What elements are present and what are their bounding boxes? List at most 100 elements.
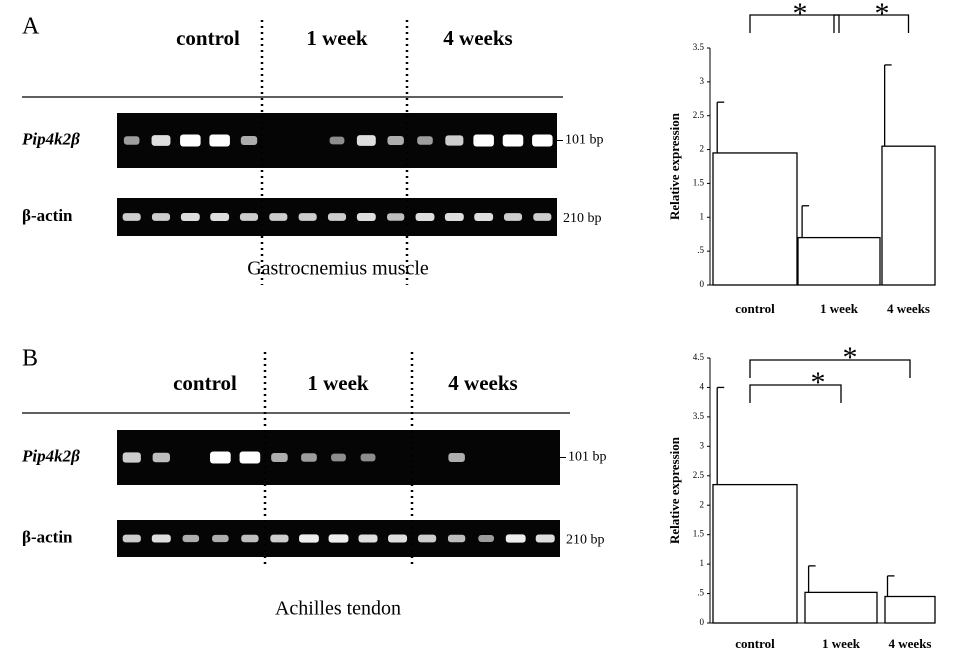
gel-band	[240, 213, 258, 221]
y-axis-title: Relative expression	[667, 436, 682, 544]
y-tick-label: 3	[700, 76, 705, 86]
significance-bracket	[750, 360, 910, 378]
gel-band	[448, 453, 465, 462]
significance-mark: *	[843, 341, 858, 374]
gel-band	[445, 213, 464, 221]
y-tick-label: 2.5	[693, 110, 705, 120]
significance-mark: *	[793, 0, 808, 30]
band-size: 101 bp	[568, 450, 607, 465]
y-axis-title: Relative expression	[667, 112, 682, 220]
panel-letter: A	[22, 14, 40, 40]
gel-band	[388, 535, 407, 543]
tissue-label: Achilles tendon	[275, 598, 401, 620]
group-label: 4 weeks	[448, 371, 517, 395]
y-tick-label: 3.5	[693, 42, 705, 52]
y-tick-label: 3	[700, 440, 705, 450]
y-tick-label: 1.5	[693, 177, 705, 187]
bar	[798, 238, 880, 285]
gel-band	[123, 535, 141, 543]
gel-band	[359, 535, 378, 543]
gel-band	[503, 135, 524, 147]
y-tick-label: 1	[700, 558, 705, 568]
y-tick-label: 1.5	[693, 529, 705, 539]
y-tick-label: 1	[700, 211, 705, 221]
gel-band	[153, 453, 170, 463]
y-tick-label: 4	[700, 382, 705, 392]
gel-band	[387, 213, 404, 220]
gel-band	[123, 452, 141, 462]
band-size: 210 bp	[563, 211, 602, 226]
gel-band	[212, 535, 229, 542]
y-tick-label: .5	[697, 588, 704, 598]
group-label: control	[176, 26, 240, 50]
band-size: 210 bp	[566, 533, 605, 548]
gel-band	[387, 136, 403, 145]
gel-band	[124, 136, 140, 144]
gel-band	[271, 453, 288, 462]
bar	[805, 592, 877, 623]
y-tick-label: .5	[697, 245, 704, 255]
gel-band	[473, 135, 494, 147]
bar	[713, 485, 797, 623]
gel-band	[299, 213, 317, 221]
gel-band	[180, 135, 201, 147]
gel-band	[532, 135, 553, 147]
y-tick-label: 2	[700, 499, 705, 509]
gel-band	[361, 454, 376, 462]
gel-band	[357, 135, 376, 146]
gel-band	[240, 452, 261, 464]
x-tick-label: control	[735, 636, 775, 651]
gel-band	[301, 453, 317, 461]
gel-band	[478, 535, 494, 542]
significance-mark: *	[811, 366, 826, 399]
panel-letter: B	[22, 346, 38, 372]
gel-band	[269, 213, 287, 221]
gel-band	[536, 535, 555, 543]
group-label: control	[173, 371, 237, 395]
x-tick-label: 4 weeks	[887, 301, 930, 316]
x-tick-label: 1 week	[822, 636, 861, 651]
gel-band	[241, 136, 257, 145]
gel-band	[152, 213, 170, 221]
tissue-label: Gastrocnemius muscle	[247, 258, 429, 280]
x-tick-label: control	[735, 301, 775, 316]
y-tick-label: 2.5	[693, 470, 705, 480]
gel-band	[448, 535, 465, 542]
gel-band	[329, 534, 349, 542]
gel-band	[299, 534, 319, 542]
gel-band	[418, 535, 436, 543]
gel-band	[331, 454, 346, 462]
ref-label: β-actin	[22, 527, 73, 546]
gel-band	[152, 535, 171, 543]
ref-label: β-actin	[22, 206, 73, 225]
gel-band	[181, 213, 200, 221]
significance-bracket	[750, 385, 841, 403]
y-tick-label: 2	[700, 144, 705, 154]
gel-band	[533, 213, 551, 221]
bar	[713, 153, 797, 285]
group-label: 1 week	[307, 371, 369, 395]
group-label: 1 week	[306, 26, 368, 50]
band-size: 101 bp	[565, 133, 604, 148]
gel-band	[123, 213, 141, 221]
x-tick-label: 4 weeks	[889, 636, 932, 651]
gel-band	[152, 135, 171, 146]
y-tick-label: 0	[700, 617, 705, 627]
gel-band	[210, 213, 229, 221]
bar	[882, 146, 935, 285]
gel-band	[270, 535, 288, 543]
gel-band	[445, 135, 463, 145]
gel-band	[330, 137, 345, 145]
gel-band	[328, 213, 346, 221]
gel-band	[474, 213, 493, 221]
figure: Acontrol1 week4 weeksPip4k2β101 bpβ-acti…	[0, 0, 977, 656]
x-tick-label: 1 week	[820, 301, 859, 316]
gel-band	[416, 213, 435, 221]
gel-band	[506, 534, 526, 542]
y-tick-label: 4.5	[693, 352, 705, 362]
significance-mark: *	[875, 0, 890, 30]
gel-band	[209, 135, 230, 147]
gel-band	[241, 535, 258, 542]
gel-band	[417, 136, 433, 144]
y-tick-label: 0	[700, 279, 705, 289]
